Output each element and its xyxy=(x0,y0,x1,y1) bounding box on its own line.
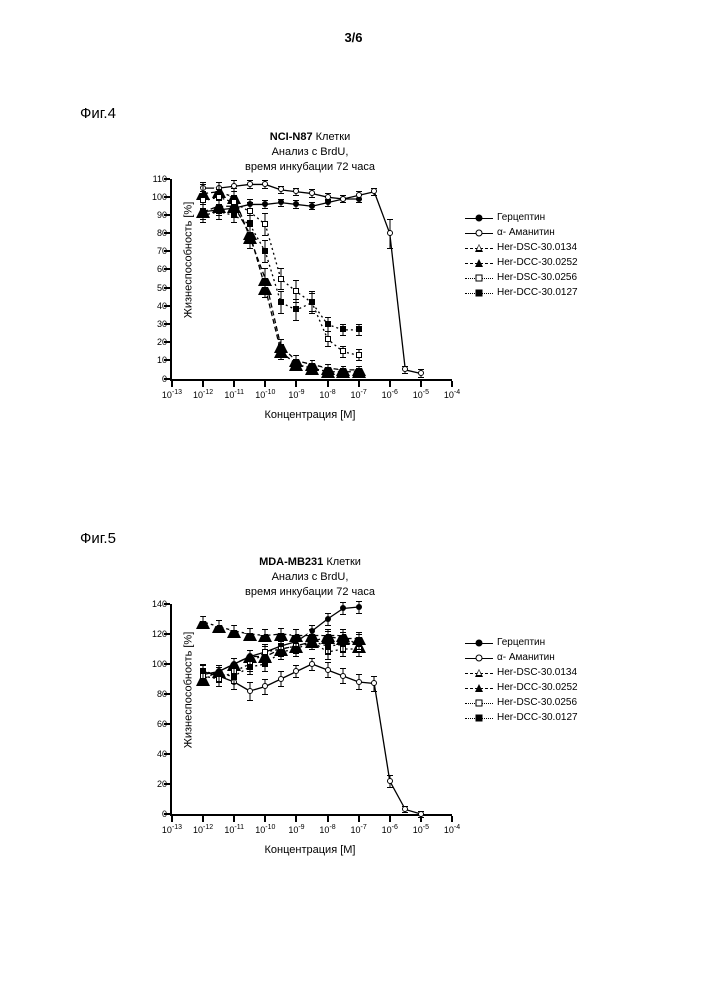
x-tick-label: 10-11 xyxy=(224,824,244,835)
legend-label: Her-DSC-30.0134 xyxy=(497,665,577,680)
legend-item: Her-DCC-30.0127 xyxy=(465,285,578,300)
x-axis-label: Концентрация [M] xyxy=(170,409,450,421)
x-tick-label: 10-5 xyxy=(413,824,429,835)
y-tick-label: 110 xyxy=(137,174,167,184)
x-tick-label: 10-8 xyxy=(319,824,335,835)
legend-label: Her-DCC-30.0127 xyxy=(497,285,578,300)
legend-label: Her-DCC-30.0252 xyxy=(497,680,578,695)
figure-label: Фиг.5 xyxy=(80,530,640,547)
legend-label: Her-DCC-30.0127 xyxy=(497,710,578,725)
y-tick-label: 70 xyxy=(137,246,167,256)
x-tick-label: 10-7 xyxy=(351,824,367,835)
legend-item: Her-DSC-30.0256 xyxy=(465,270,578,285)
y-tick-label: 20 xyxy=(137,337,167,347)
plot-area: 02040608010012014010-1310-1210-1110-1010… xyxy=(170,604,452,816)
legend-item: Герцептин xyxy=(465,635,578,650)
x-tick-label: 10-4 xyxy=(444,824,460,835)
legend-item: α- Аманитин xyxy=(465,225,578,240)
legend-item: Her-DCC-30.0252 xyxy=(465,255,578,270)
figure-label: Фиг.4 xyxy=(80,105,640,122)
x-tick-label: 10-9 xyxy=(288,389,304,400)
chart-wrap: MDA-MB231 КлеткиАнализ с BrdU,время инку… xyxy=(120,555,640,816)
legend: Герцептин α- Аманитин Her-DSC-30.0134 He… xyxy=(465,210,578,300)
legend-item: Her-DSC-30.0256 xyxy=(465,695,578,710)
legend-label: α- Аманитин xyxy=(497,225,555,240)
legend-item: Her-DCC-30.0127 xyxy=(465,710,578,725)
y-tick-label: 100 xyxy=(137,192,167,202)
legend-label: Her-DSC-30.0134 xyxy=(497,240,577,255)
legend-label: Her-DSC-30.0256 xyxy=(497,695,577,710)
x-tick-label: 10-9 xyxy=(288,824,304,835)
legend-label: Her-DSC-30.0256 xyxy=(497,270,577,285)
x-axis-label: Концентрация [M] xyxy=(170,844,450,856)
y-tick-label: 120 xyxy=(137,629,167,639)
x-tick-label: 10-12 xyxy=(193,389,213,400)
legend-label: Герцептин xyxy=(497,210,545,225)
y-tick-label: 40 xyxy=(137,301,167,311)
y-tick-label: 40 xyxy=(137,749,167,759)
x-tick-label: 10-8 xyxy=(319,389,335,400)
x-tick-label: 10-13 xyxy=(162,389,182,400)
x-tick-label: 10-7 xyxy=(351,389,367,400)
figure-4: Фиг.4 NCI-N87 КлеткиАнализ с BrdU,время и… xyxy=(80,105,640,381)
y-tick-label: 80 xyxy=(137,689,167,699)
y-tick-label: 30 xyxy=(137,319,167,329)
page-number: 3/6 xyxy=(0,30,707,45)
x-tick-label: 10-4 xyxy=(444,389,460,400)
legend-label: Герцептин xyxy=(497,635,545,650)
legend-item: Her-DSC-30.0134 xyxy=(465,665,578,680)
plot-area: 010203040506070809010011010-1310-1210-11… xyxy=(170,179,452,381)
legend-item: Her-DCC-30.0252 xyxy=(465,680,578,695)
y-tick-label: 50 xyxy=(137,283,167,293)
x-tick-label: 10-10 xyxy=(255,824,275,835)
y-tick-label: 140 xyxy=(137,599,167,609)
chart-wrap: NCI-N87 КлеткиАнализ с BrdU,время инкуба… xyxy=(120,130,640,381)
y-tick-label: 60 xyxy=(137,264,167,274)
x-tick-label: 10-5 xyxy=(413,389,429,400)
legend-item: α- Аманитин xyxy=(465,650,578,665)
legend-label: α- Аманитин xyxy=(497,650,555,665)
x-tick-label: 10-10 xyxy=(255,389,275,400)
y-tick-label: 60 xyxy=(137,719,167,729)
legend-item: Her-DSC-30.0134 xyxy=(465,240,578,255)
legend: Герцептин α- Аманитин Her-DSC-30.0134 He… xyxy=(465,635,578,725)
y-tick-label: 0 xyxy=(137,809,167,819)
x-tick-label: 10-13 xyxy=(162,824,182,835)
legend-label: Her-DCC-30.0252 xyxy=(497,255,578,270)
y-tick-label: 0 xyxy=(137,374,167,384)
chart-title: NCI-N87 КлеткиАнализ с BrdU,время инкуба… xyxy=(170,130,450,175)
x-tick-label: 10-6 xyxy=(382,389,398,400)
figure-5: Фиг.5 MDA-MB231 КлеткиАнализ с BrdU,время… xyxy=(80,530,640,816)
legend-item: Герцептин xyxy=(465,210,578,225)
x-tick-label: 10-6 xyxy=(382,824,398,835)
y-tick-label: 100 xyxy=(137,659,167,669)
y-tick-label: 20 xyxy=(137,779,167,789)
y-tick-label: 10 xyxy=(137,355,167,365)
y-tick-label: 80 xyxy=(137,228,167,238)
chart-title: MDA-MB231 КлеткиАнализ с BrdU,время инку… xyxy=(170,555,450,600)
y-tick-label: 90 xyxy=(137,210,167,220)
x-tick-label: 10-11 xyxy=(224,389,244,400)
x-tick-label: 10-12 xyxy=(193,824,213,835)
